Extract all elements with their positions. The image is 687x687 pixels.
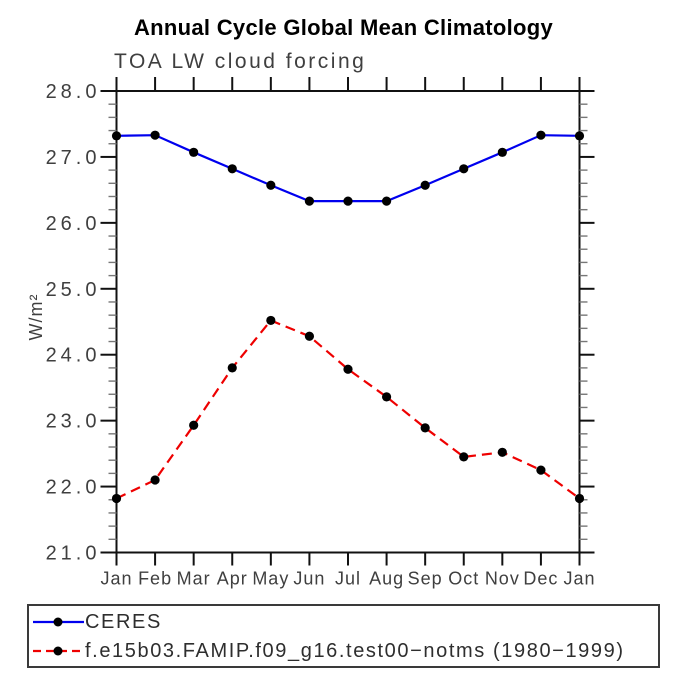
x-axis-tick-label: Jan: [100, 569, 132, 589]
data-point-marker: [381, 392, 392, 402]
ceres-line: [116, 134, 580, 203]
data-point-marker: [420, 180, 430, 190]
x-axis-tick-label: May: [252, 569, 289, 589]
data-point-marker: [150, 475, 160, 485]
chart-subtitle: TOA LW cloud forcing: [114, 50, 367, 73]
x-axis-tick-label: Jan: [563, 569, 595, 589]
y-axis-tick-label: 21.0: [46, 543, 101, 565]
data-point-marker: [574, 493, 585, 504]
data-point-marker: [189, 147, 199, 157]
data-point-marker: [574, 131, 585, 141]
y-axis-tick-label: 26.0: [46, 213, 101, 235]
x-axis-tick-label: Dec: [523, 569, 558, 589]
x-axis-tick-label: Jul: [335, 569, 361, 589]
data-point-marker: [266, 180, 276, 190]
y-axis-tick-label: 24.0: [46, 345, 101, 367]
x-axis-tick-label: Apr: [217, 569, 248, 589]
chart-title: Annual Cycle Global Mean Climatology: [133, 15, 554, 40]
data-point-marker: [189, 420, 199, 430]
y-axis-tick-label: 22.0: [46, 477, 101, 499]
legend-row-ceres: CERES: [32, 607, 162, 637]
legend-row-model: f.e15b03.FAMIP.f09_g16.test00−notms (198…: [32, 636, 625, 666]
plot-frame: [115, 90, 581, 554]
data-point-marker: [111, 131, 122, 141]
legend-line-sample-icon: [33, 646, 84, 656]
x-axis-tick-label: Feb: [138, 569, 172, 589]
y-axis-tick-label: 23.0: [46, 411, 101, 433]
data-point-marker: [497, 147, 507, 157]
data-point-marker: [459, 164, 469, 174]
legend-line-sample-icon: [33, 617, 84, 627]
legend-sample-marker: [53, 617, 63, 627]
y-axis-tick-label: 25.0: [46, 279, 101, 301]
x-axis-tick-label: Mar: [177, 569, 211, 589]
data-point-marker: [381, 196, 392, 206]
data-point-marker: [266, 315, 276, 326]
data-point-marker: [111, 493, 122, 504]
data-point-marker: [227, 363, 237, 373]
data-point-marker: [497, 447, 507, 457]
legend-label-model: f.e15b03.FAMIP.f09_g16.test00−notms (198…: [85, 639, 625, 662]
x-axis-tick-label: Aug: [369, 569, 404, 589]
data-point-marker: [150, 130, 160, 140]
legend-sample-marker: [53, 646, 63, 656]
legend-label-ceres: CERES: [85, 610, 162, 633]
x-axis-tick-label: Sep: [408, 569, 443, 589]
data-point-marker: [227, 164, 237, 174]
x-axis-tick-label: Nov: [485, 569, 520, 589]
data-point-marker: [536, 130, 546, 140]
y-axis-tick-label: 28.0: [46, 81, 101, 103]
data-point-marker: [420, 423, 430, 433]
data-point-marker: [343, 196, 353, 206]
model-line: [116, 319, 581, 500]
data-point-marker: [459, 452, 469, 462]
x-axis-tick-label: Oct: [448, 569, 479, 589]
data-point-marker: [304, 331, 315, 341]
legend: CERES f.e15b03.FAMIP.f09_g16.test00−notm…: [27, 604, 660, 668]
x-axis-tick-label: Jun: [293, 569, 325, 589]
data-point-marker: [536, 465, 546, 475]
data-point-marker: [343, 364, 353, 374]
data-point-marker: [304, 196, 315, 206]
y-axis-tick-label: 27.0: [46, 147, 101, 169]
